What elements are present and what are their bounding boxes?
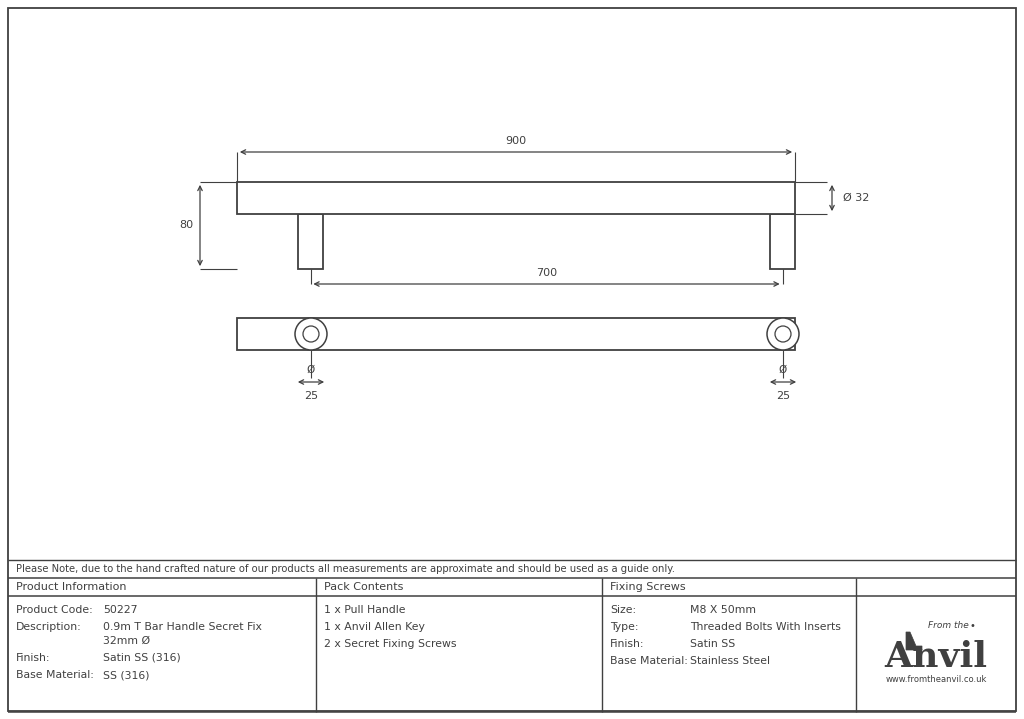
Text: Pack Contents: Pack Contents — [324, 582, 403, 592]
Text: Ø: Ø — [307, 365, 315, 375]
Bar — [237, 182, 795, 214]
Circle shape — [775, 326, 791, 342]
Text: 1 x Anvil Allen Key: 1 x Anvil Allen Key — [324, 622, 425, 632]
Text: Fixing Screws: Fixing Screws — [610, 582, 686, 592]
Text: 25: 25 — [304, 391, 318, 401]
Text: Product Code:: Product Code: — [16, 605, 93, 615]
Circle shape — [295, 318, 327, 350]
Text: Ø 32: Ø 32 — [843, 193, 869, 203]
Text: Size:: Size: — [610, 605, 636, 615]
Text: Satin SS (316): Satin SS (316) — [103, 653, 181, 663]
Text: Ø: Ø — [779, 365, 787, 375]
Text: 50227: 50227 — [103, 605, 137, 615]
Circle shape — [303, 326, 319, 342]
Text: 80: 80 — [179, 221, 193, 231]
Polygon shape — [906, 632, 922, 650]
Text: Description:: Description: — [16, 622, 82, 632]
Text: 700: 700 — [536, 268, 557, 278]
Text: www.fromtheanvil.co.uk: www.fromtheanvil.co.uk — [886, 675, 987, 684]
Text: Satin SS: Satin SS — [690, 639, 735, 649]
Text: Base Material:: Base Material: — [610, 656, 688, 666]
Text: SS (316): SS (316) — [103, 670, 150, 680]
Bar — [770, 214, 795, 269]
Text: Product Information: Product Information — [16, 582, 127, 592]
Text: 2 x Secret Fixing Screws: 2 x Secret Fixing Screws — [324, 639, 457, 649]
Text: Base Material:: Base Material: — [16, 670, 94, 680]
Bar — [298, 214, 323, 269]
Bar — [237, 318, 795, 350]
Text: 900: 900 — [506, 136, 526, 146]
Text: Finish:: Finish: — [610, 639, 644, 649]
Text: From the: From the — [928, 621, 969, 631]
Text: Threaded Bolts With Inserts: Threaded Bolts With Inserts — [690, 622, 841, 632]
Text: Please Note, due to the hand crafted nature of our products all measurements are: Please Note, due to the hand crafted nat… — [16, 564, 675, 574]
Text: 1 x Pull Handle: 1 x Pull Handle — [324, 605, 406, 615]
Text: Anvil: Anvil — [885, 640, 987, 674]
Text: Stainless Steel: Stainless Steel — [690, 656, 770, 666]
Text: 32mm Ø: 32mm Ø — [103, 636, 151, 646]
Text: 0.9m T Bar Handle Secret Fix: 0.9m T Bar Handle Secret Fix — [103, 622, 262, 632]
Text: •: • — [969, 621, 975, 631]
Text: Type:: Type: — [610, 622, 639, 632]
Circle shape — [767, 318, 799, 350]
Text: Finish:: Finish: — [16, 653, 50, 663]
Text: 25: 25 — [776, 391, 791, 401]
Text: M8 X 50mm: M8 X 50mm — [690, 605, 756, 615]
